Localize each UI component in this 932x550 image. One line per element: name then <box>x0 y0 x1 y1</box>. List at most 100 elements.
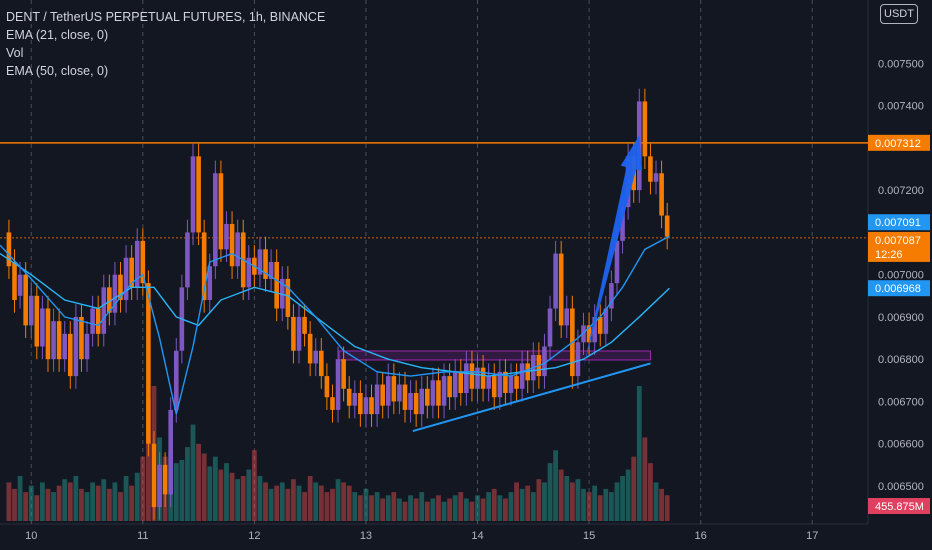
volume-bar <box>620 476 625 521</box>
volume-bar <box>95 485 101 521</box>
volume-bar <box>413 498 419 521</box>
price-badge: 0.007087 <box>868 231 930 248</box>
volume-bar <box>480 498 486 521</box>
candle-body <box>558 253 564 326</box>
candle <box>107 274 112 326</box>
volume-bar <box>330 488 335 521</box>
candle-body <box>23 274 28 326</box>
candle-body <box>380 384 385 406</box>
volume-bar <box>84 492 90 521</box>
candle-body <box>486 376 491 389</box>
candle <box>313 338 319 377</box>
candle-body <box>17 274 23 296</box>
candle-body <box>430 380 436 406</box>
volume-bar <box>129 485 135 521</box>
candle-body <box>229 223 235 267</box>
candle-body <box>190 156 196 233</box>
candle <box>374 371 380 427</box>
candle <box>486 363 491 402</box>
candle <box>17 262 23 309</box>
y-tick-label: 0.006900 <box>878 312 924 324</box>
candle <box>23 262 28 339</box>
candle <box>229 211 235 279</box>
candle <box>235 219 240 279</box>
volume-bar <box>369 495 374 521</box>
volume-bar <box>664 495 670 521</box>
candle <box>402 371 408 423</box>
volume-bar <box>229 472 235 521</box>
volume-bar <box>118 492 123 521</box>
candle-body <box>285 278 291 317</box>
candle-body <box>84 333 90 360</box>
volume-bar <box>246 469 252 521</box>
volume-bar <box>279 482 285 521</box>
volume-label: Vol <box>6 46 24 60</box>
ema21-line <box>0 235 670 415</box>
candle-body <box>441 376 447 406</box>
candle-body <box>653 173 659 182</box>
candle <box>408 380 413 423</box>
candle-body <box>564 308 570 326</box>
candle-body <box>648 156 653 182</box>
candle-body <box>408 393 413 410</box>
candle <box>84 321 90 372</box>
volume-bar <box>408 495 413 521</box>
x-tick-label: 14 <box>471 530 483 542</box>
candle-body <box>436 380 441 406</box>
currency-button[interactable]: USDT <box>880 4 918 24</box>
candle <box>296 304 302 364</box>
candle-body <box>107 287 112 313</box>
candle <box>45 295 51 372</box>
volume-bar <box>575 479 581 521</box>
candle-body <box>173 350 179 410</box>
candle <box>173 338 179 423</box>
candle-body <box>45 308 51 360</box>
candle <box>268 249 274 292</box>
candle-body <box>296 316 302 351</box>
candle <box>274 249 279 322</box>
candle-body <box>257 249 263 275</box>
candle <box>246 245 252 301</box>
candle-body <box>129 257 134 288</box>
candle-body <box>452 371 458 398</box>
volume-bar <box>34 495 40 521</box>
candle-body <box>274 262 279 309</box>
candle-body <box>597 316 603 334</box>
candle <box>491 363 497 410</box>
candle-body <box>319 350 324 377</box>
volume-bar <box>614 482 620 521</box>
volume-bar <box>569 482 575 521</box>
volume-bar <box>291 479 296 521</box>
volume-bar <box>497 495 503 521</box>
volume-bar <box>597 495 603 521</box>
candle-body <box>503 371 508 393</box>
volume-bar <box>324 492 330 521</box>
badge-label: 455.875M <box>875 501 924 513</box>
candle <box>95 295 101 347</box>
volume-bar <box>67 482 73 521</box>
candle-body <box>12 262 17 301</box>
candle-body <box>586 325 592 343</box>
up-arrow <box>583 135 643 368</box>
volume-bar <box>56 485 62 521</box>
badge-label: 0.007087 <box>875 235 921 247</box>
y-tick-label: 0.007000 <box>878 270 924 282</box>
candle-body <box>609 283 614 309</box>
candle <box>430 367 436 419</box>
candle-body <box>508 376 514 393</box>
candle-body <box>268 262 274 279</box>
volume-bar <box>352 492 358 521</box>
candle <box>458 359 464 406</box>
volume-bar <box>402 501 408 521</box>
candle <box>101 274 107 347</box>
volume-bar <box>463 498 469 521</box>
candle-body <box>497 371 503 398</box>
candle-body <box>341 359 346 389</box>
volume-bar <box>207 466 213 521</box>
volume-bar <box>341 482 347 521</box>
candle-body <box>491 376 497 398</box>
x-tick-label: 17 <box>806 530 818 542</box>
candle-body <box>620 207 625 241</box>
